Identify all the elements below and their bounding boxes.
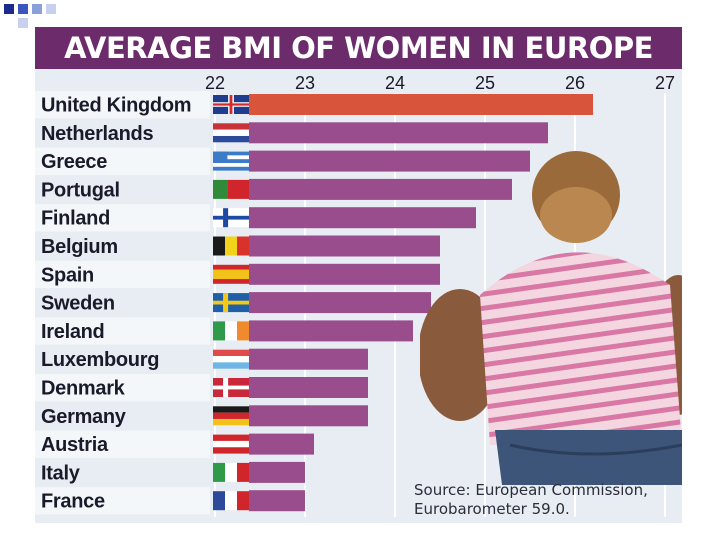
bar — [249, 377, 368, 398]
italy-flag — [213, 462, 249, 482]
chart-title: AVERAGE BMI OF WOMEN IN EUROPE — [35, 27, 682, 69]
portugal-flag — [213, 179, 249, 199]
row-stripe — [35, 430, 210, 458]
bar — [249, 320, 413, 342]
category-label: France — [41, 491, 105, 513]
bar — [249, 405, 368, 427]
category-label: Netherlands — [41, 123, 153, 145]
row-stripe — [35, 204, 210, 232]
source-line-1: Source: European Commission, — [414, 481, 648, 499]
france-flag — [213, 491, 249, 511]
woman-illustration — [420, 151, 682, 485]
bar — [249, 207, 476, 229]
denmark-flag — [213, 378, 249, 397]
bar — [249, 122, 548, 144]
category-label: Denmark — [41, 378, 126, 400]
source-note: Source: European Commission, Eurobaromet… — [414, 481, 674, 519]
bar — [249, 178, 512, 200]
category-label: Greece — [41, 151, 107, 173]
uk-flag — [213, 95, 249, 114]
x-tick-label: 25 — [475, 73, 495, 93]
category-label: Belgium — [41, 236, 118, 258]
germany-flag — [213, 406, 249, 426]
category-label: Portugal — [41, 179, 120, 201]
greece-flag — [213, 151, 249, 171]
bar — [249, 461, 305, 483]
category-label: Sweden — [41, 293, 115, 315]
belgium-flag — [213, 236, 249, 256]
category-label: Germany — [41, 406, 127, 428]
finland-flag — [213, 208, 249, 228]
bar — [249, 348, 368, 370]
bar — [249, 263, 440, 285]
source-line-2: Eurobarometer 59.0. — [414, 500, 570, 518]
spain-flag — [213, 264, 249, 284]
bar-chart: 22 23 24 25 26 27 United Kingdom Netherlands Gre… — [35, 73, 675, 517]
bar-highlight — [249, 94, 593, 115]
category-label: Finland — [41, 208, 110, 230]
corner-decoration — [0, 0, 60, 40]
x-tick-label: 27 — [655, 73, 675, 93]
ireland-flag — [213, 321, 249, 341]
category-label: United Kingdom — [41, 95, 191, 117]
bar — [249, 433, 314, 455]
row-stripe — [35, 260, 210, 289]
bar — [249, 235, 440, 257]
row-stripe — [35, 91, 210, 119]
row-stripe — [35, 374, 210, 402]
netherlands-flag — [213, 123, 249, 143]
row-stripe — [35, 147, 210, 175]
sweden-flag — [213, 293, 249, 313]
luxembourg-flag — [213, 349, 249, 369]
category-label: Luxembourg — [41, 349, 159, 371]
austria-flag — [213, 434, 249, 454]
bar — [249, 292, 431, 314]
category-label: Spain — [41, 264, 94, 286]
row-stripe — [35, 487, 210, 515]
chart-panel: AVERAGE BMI OF WOMEN IN EUROPE 22 23 24 25 2… — [35, 27, 682, 523]
x-tick-label: 23 — [295, 73, 315, 93]
x-tick-label: 22 — [205, 73, 225, 93]
bar — [249, 150, 530, 172]
x-tick-label: 26 — [565, 73, 585, 93]
category-label: Ireland — [41, 321, 104, 343]
category-label: Austria — [41, 434, 109, 456]
row-stripe — [35, 317, 210, 345]
bar — [249, 490, 305, 512]
category-label: Italy — [41, 462, 81, 484]
x-tick-label: 24 — [385, 73, 405, 93]
